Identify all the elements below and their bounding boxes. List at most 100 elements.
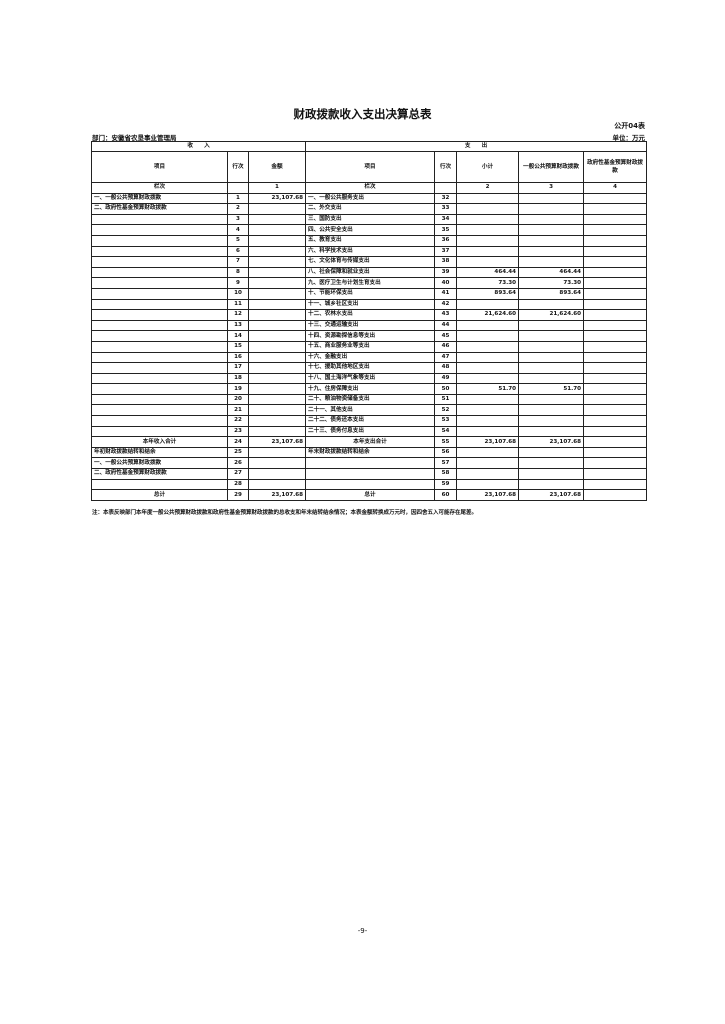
income-line-no: 4 [227, 224, 249, 236]
expense-item: 九、医疗卫生与计划生育支出 [305, 277, 436, 289]
gov-fund-amount [583, 446, 648, 459]
header-cell: 政府性基金预算财政拨款 [583, 151, 648, 183]
general-budget-amount: 893.64 [518, 287, 585, 300]
income-line-no: 17 [227, 362, 249, 374]
income-section-header: 收 入 [90, 141, 307, 152]
income-line-no: 19 [227, 383, 249, 395]
general-budget-amount [518, 203, 585, 215]
expense-subtotal [456, 478, 520, 491]
table-row: 15 十五、商业服务业等支出 46 [91, 340, 648, 353]
income-line-no: 16 [227, 351, 249, 364]
index-cell: 栏次 [91, 182, 228, 194]
income-item: 二、政府性基金预算财政拨款 [91, 203, 228, 215]
income-line-no: 2 [227, 203, 249, 215]
gov-fund-amount [583, 425, 648, 438]
expense-line-no: 53 [434, 415, 458, 427]
index-cell [434, 182, 458, 194]
income-amount [247, 457, 307, 470]
expense-subtotal: 51.70 [456, 383, 520, 395]
income-amount [247, 351, 307, 364]
expense-item: 十五、商业服务业等支出 [305, 340, 436, 353]
expense-section-header: 支 出 [305, 141, 648, 152]
income-item [91, 351, 228, 364]
expense-line-no: 59 [434, 478, 458, 491]
income-line-no: 11 [227, 298, 249, 311]
income-line-no: 27 [227, 468, 249, 480]
income-item [91, 319, 228, 332]
income-item [91, 340, 228, 353]
expense-subtotal [456, 224, 520, 236]
general-budget-amount: 23,107.68 [518, 489, 585, 501]
expense-subtotal [456, 372, 520, 385]
income-line-no: 9 [227, 277, 249, 289]
expense-line-no: 58 [434, 468, 458, 480]
income-amount: 23,107.68 [247, 489, 307, 501]
general-budget-amount [518, 213, 585, 226]
gov-fund-amount [583, 234, 648, 247]
page-number: -9- [357, 927, 368, 935]
general-budget-amount [518, 425, 585, 438]
gov-fund-amount [583, 245, 648, 258]
income-item [91, 330, 228, 342]
index-cell: 栏次 [305, 182, 436, 194]
table-row: 3 三、国防支出 34 [91, 213, 648, 226]
table-row: 11 十一、城乡社区支出 42 [91, 298, 648, 311]
income-amount [247, 309, 307, 321]
income-line-no: 7 [227, 256, 249, 268]
gov-fund-amount [583, 351, 648, 364]
income-item [91, 478, 228, 491]
gov-fund-amount [583, 457, 648, 470]
income-amount [247, 340, 307, 353]
gov-fund-amount [583, 393, 648, 406]
expense-subtotal [456, 446, 520, 459]
index-cell: 3 [518, 182, 585, 194]
expense-item: 七、文化体育与传媒支出 [305, 256, 436, 268]
income-amount [247, 224, 307, 236]
general-budget-amount [518, 415, 585, 427]
expense-item: 五、教育支出 [305, 234, 436, 247]
general-budget-amount [518, 468, 585, 480]
budget-summary-table: 收 入 支 出 项目 行次 金额 项目 行次 小计 一般公共预算财政拨款 政府性… [90, 141, 648, 501]
gov-fund-amount [583, 330, 648, 342]
gov-fund-amount [583, 256, 648, 268]
gov-fund-amount [583, 319, 648, 332]
income-item [91, 213, 228, 226]
general-budget-amount [518, 319, 585, 332]
expense-line-no: 55 [434, 436, 458, 448]
table-row: 10 十、节能环保支出 41 893.64 893.64 [91, 287, 648, 300]
header-cell: 小计 [456, 151, 520, 183]
expense-line-no: 36 [434, 234, 458, 247]
income-amount [247, 298, 307, 311]
expense-line-no: 34 [434, 213, 458, 226]
column-header-row: 项目 行次 金额 项目 行次 小计 一般公共预算财政拨款 政府性基金预算财政拨款 [91, 151, 648, 183]
expense-item: 十、节能环保支出 [305, 287, 436, 300]
income-line-no: 23 [227, 425, 249, 438]
income-item [91, 309, 228, 321]
header-cell: 项目 [91, 151, 228, 183]
income-item [91, 362, 228, 374]
expense-line-no: 41 [434, 287, 458, 300]
expense-item: 十三、交通运输支出 [305, 319, 436, 332]
income-amount: 23,107.68 [247, 192, 307, 205]
table-row: 14 十四、资源勘探信息等支出 45 [91, 330, 648, 342]
index-cell: 4 [583, 182, 648, 194]
gov-fund-amount [583, 362, 648, 374]
table-row: 二、政府性基金预算财政拨款 2 二、外交支出 33 [91, 203, 648, 215]
table-row: 12 十二、农林水支出 43 21,624.60 21,624.60 [91, 309, 648, 321]
expense-subtotal [456, 404, 520, 417]
expense-subtotal [456, 340, 520, 353]
income-line-no: 28 [227, 478, 249, 491]
gov-fund-amount [583, 213, 648, 226]
expense-item: 六、科学技术支出 [305, 245, 436, 258]
income-line-no: 14 [227, 330, 249, 342]
general-budget-amount [518, 393, 585, 406]
expense-item: 十二、农林水支出 [305, 309, 436, 321]
table-row: 5 五、教育支出 36 [91, 234, 648, 247]
expense-subtotal [456, 298, 520, 311]
unit-label: 单位：万元 [612, 134, 646, 142]
expense-line-no: 38 [434, 256, 458, 268]
table-row: 8 八、社会保障和就业支出 39 464.44 464.44 [91, 266, 648, 279]
general-budget-amount: 73.30 [518, 277, 585, 289]
expense-line-no: 54 [434, 425, 458, 438]
expense-line-no: 49 [434, 372, 458, 385]
